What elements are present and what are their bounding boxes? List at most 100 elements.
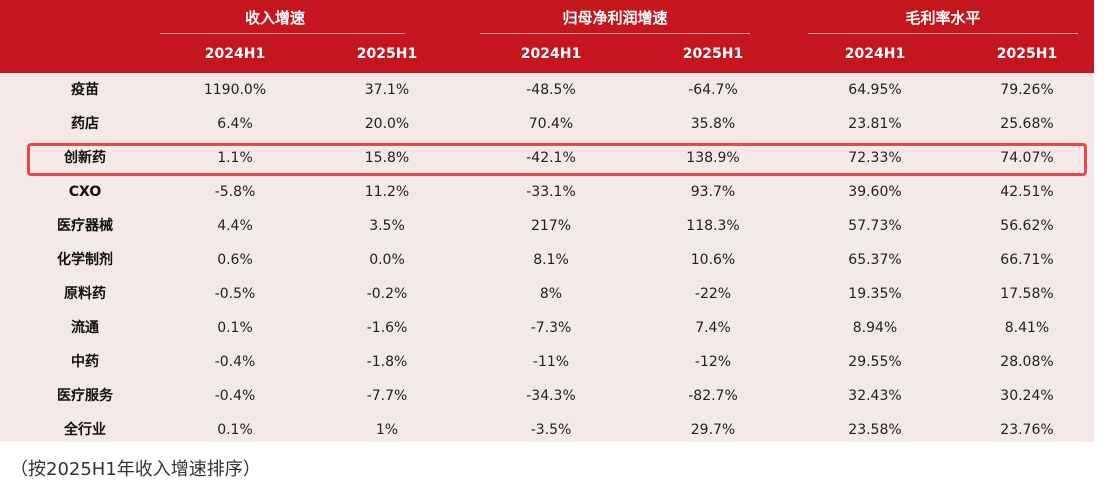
row-label: 中药 <box>71 354 99 370</box>
table-cell: -34.3% <box>526 388 576 404</box>
group-divider <box>808 33 1078 34</box>
group-divider <box>480 33 750 34</box>
row-label: 流通 <box>71 320 99 336</box>
table-cell: 8% <box>539 286 563 302</box>
table-cell: 17.58% <box>1000 286 1054 302</box>
group-header-net-profit-growth: 归母净利润增速 <box>562 9 668 27</box>
table-row: 化学制剂 0.6% 0.0% 8.1% 10.6% 65.37% 66.71% <box>0 243 1094 277</box>
row-label: CXO <box>68 184 102 200</box>
table-cell: -11% <box>532 354 570 370</box>
table-cell: 25.68% <box>1000 116 1054 132</box>
table-cell: -33.1% <box>526 184 576 200</box>
table-cell: 7.4% <box>695 320 731 336</box>
sub-header: 2024H1 <box>520 46 582 62</box>
table-cell: -42.1% <box>526 150 576 166</box>
table-row: 原料药 -0.5% -0.2% 8% -22% 19.35% 17.58% <box>0 277 1094 311</box>
table-cell: 35.8% <box>690 116 736 132</box>
sub-header: 2024H1 <box>844 46 906 62</box>
table-cell: -5.8% <box>214 184 256 200</box>
table-cell: 0.1% <box>217 320 253 336</box>
table-cell: 118.3% <box>686 218 740 234</box>
table-cell: 4.4% <box>217 218 253 234</box>
table-cell: 72.33% <box>848 150 902 166</box>
sub-header: 2025H1 <box>682 46 744 62</box>
table-cell: -0.4% <box>214 388 256 404</box>
table-cell: 29.55% <box>848 354 902 370</box>
table-cell: 79.26% <box>1000 82 1054 98</box>
table-cell: 74.07% <box>1000 150 1054 166</box>
table-cell: 0.0% <box>369 252 405 268</box>
table-cell: -7.3% <box>530 320 572 336</box>
table-cell: 0.6% <box>217 252 253 268</box>
row-label: 医疗服务 <box>57 388 113 404</box>
table-cell: 138.9% <box>686 150 740 166</box>
table-row: CXO -5.8% 11.2% -33.1% 93.7% 39.60% 42.51% <box>0 175 1094 209</box>
table-cell: -22% <box>694 286 732 302</box>
data-table: 收入增速 归母净利润增速 毛利率水平 2024H1 2025H1 2024H1 … <box>0 0 1094 442</box>
table-row: 医疗服务 -0.4% -7.7% -34.3% -82.7% 32.43% 30.24% <box>0 379 1094 413</box>
sub-header: 2025H1 <box>996 46 1058 62</box>
table-cell: -1.8% <box>366 354 408 370</box>
table-cell: 23.58% <box>848 422 902 438</box>
table-cell: 217% <box>530 218 572 234</box>
table-cell: -82.7% <box>688 388 738 404</box>
sub-header: 2025H1 <box>356 46 418 62</box>
table-cell: 30.24% <box>1000 388 1054 404</box>
row-label: 创新药 <box>64 150 106 166</box>
table-cell: 10.6% <box>690 252 736 268</box>
table-row: 医疗器械 4.4% 3.5% 217% 118.3% 57.73% 56.62% <box>0 209 1094 243</box>
table-cell: 8.41% <box>1004 320 1050 336</box>
table-cell: 32.43% <box>848 388 902 404</box>
table-cell: -1.6% <box>366 320 408 336</box>
row-label: 全行业 <box>64 422 106 438</box>
table-header: 收入增速 归母净利润增速 毛利率水平 2024H1 2025H1 2024H1 … <box>0 0 1094 73</box>
sub-header: 2024H1 <box>204 46 266 62</box>
table-row: 流通 0.1% -1.6% -7.3% 7.4% 8.94% 8.41% <box>0 311 1094 345</box>
table-cell: -0.4% <box>214 354 256 370</box>
table-cell: 56.62% <box>1000 218 1054 234</box>
table-cell: -3.5% <box>530 422 572 438</box>
table-cell: 23.76% <box>1000 422 1054 438</box>
group-header-revenue-growth: 收入增速 <box>244 9 305 27</box>
table-row: 创新药 1.1% 15.8% -42.1% 138.9% 72.33% 74.07% <box>0 141 1094 175</box>
table-cell: 15.8% <box>364 150 410 166</box>
table-row: 疫苗 1190.0% 37.1% -48.5% -64.7% 64.95% 79.26% <box>0 73 1094 107</box>
table-cell: 42.51% <box>1000 184 1054 200</box>
table-cell: 70.4% <box>528 116 574 132</box>
table-cell: 1.1% <box>217 150 253 166</box>
table-cell: -7.7% <box>366 388 408 404</box>
row-label: 医疗器械 <box>57 218 113 234</box>
table-cell: 65.37% <box>848 252 902 268</box>
row-label: 原料药 <box>64 286 106 302</box>
row-label: 药店 <box>71 116 99 132</box>
table-cell: 93.7% <box>690 184 736 200</box>
table-cell: 11.2% <box>364 184 410 200</box>
table-cell: 57.73% <box>848 218 902 234</box>
table-row: 药店 6.4% 20.0% 70.4% 35.8% 23.81% 25.68% <box>0 107 1094 141</box>
footnote: （按2025H1年收入增速排序） <box>10 459 261 480</box>
group-divider <box>160 33 405 34</box>
table-cell: -0.5% <box>214 286 256 302</box>
row-label: 疫苗 <box>71 82 99 98</box>
table-cell: 29.7% <box>690 422 736 438</box>
table-cell: 8.94% <box>852 320 898 336</box>
table-cell: 8.1% <box>533 252 569 268</box>
row-label: 化学制剂 <box>57 252 113 268</box>
table-cell: 20.0% <box>364 116 410 132</box>
table-cell: 23.81% <box>848 116 902 132</box>
table-cell: 3.5% <box>369 218 405 234</box>
table-cell: 64.95% <box>848 82 902 98</box>
table-row: 中药 -0.4% -1.8% -11% -12% 29.55% 28.08% <box>0 345 1094 379</box>
table-cell: 6.4% <box>217 116 253 132</box>
table-cell: 39.60% <box>848 184 902 200</box>
table-cell: 37.1% <box>364 82 410 98</box>
table-cell: -0.2% <box>366 286 408 302</box>
table-cell: 1190.0% <box>203 82 267 98</box>
table-row: 全行业 0.1% 1% -3.5% 29.7% 23.58% 23.76% <box>0 413 1094 447</box>
table-cell: 0.1% <box>217 422 253 438</box>
table-cell: 19.35% <box>848 286 902 302</box>
table-cell: -12% <box>694 354 732 370</box>
table-cell: -48.5% <box>526 82 576 98</box>
table-cell: -64.7% <box>688 82 738 98</box>
group-header-gross-margin: 毛利率水平 <box>905 9 981 27</box>
